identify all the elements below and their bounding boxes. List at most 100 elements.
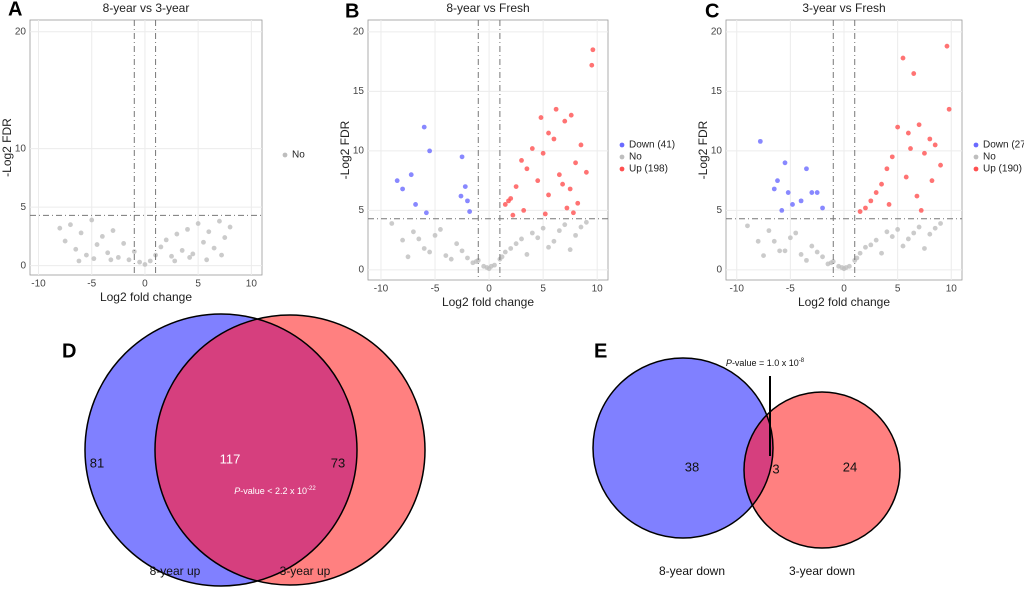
overlap — [155, 315, 357, 585]
point — [873, 237, 879, 243]
point — [900, 55, 906, 61]
point — [562, 222, 568, 228]
point — [551, 238, 557, 244]
panel-letter: C — [705, 0, 719, 22]
point — [423, 210, 429, 216]
point — [91, 256, 97, 262]
point — [462, 184, 468, 189]
point — [411, 229, 416, 235]
point — [814, 249, 820, 255]
point — [108, 257, 114, 263]
point — [828, 260, 834, 266]
point — [843, 265, 849, 270]
point — [938, 162, 943, 168]
x-tick-label: -5 — [786, 284, 795, 295]
panel-letter: D — [62, 340, 76, 362]
y-tick-label: 0 — [358, 265, 364, 276]
y-tick-label: 10 — [711, 146, 723, 157]
point — [868, 242, 874, 248]
point — [556, 228, 562, 234]
set-label: 3-year down — [789, 564, 855, 578]
point — [105, 250, 111, 256]
point — [163, 237, 169, 243]
point — [839, 265, 845, 270]
y-axis-label: -Log2 FDR — [0, 118, 14, 177]
point — [438, 227, 443, 232]
point — [884, 229, 890, 235]
panel-letter: B — [345, 0, 359, 22]
chart-title: 3-year vs Fresh — [802, 1, 885, 15]
point — [562, 118, 568, 124]
x-tick-label: 10 — [246, 279, 258, 290]
region-count: 73 — [331, 455, 345, 470]
point — [502, 202, 508, 207]
point — [142, 262, 148, 267]
plot-area — [367, 19, 609, 281]
point — [820, 254, 825, 260]
point — [916, 224, 922, 230]
legend-swatch — [973, 142, 979, 148]
point — [868, 198, 874, 204]
point — [900, 243, 906, 249]
point — [465, 255, 470, 261]
point — [873, 190, 879, 195]
x-tick-label: -10 — [730, 284, 745, 295]
point — [126, 257, 132, 263]
point — [590, 47, 596, 53]
x-tick-label: 5 — [195, 279, 201, 290]
point — [889, 154, 895, 160]
point — [790, 202, 795, 207]
point — [820, 205, 825, 211]
point — [879, 250, 884, 256]
point — [551, 136, 557, 142]
point — [929, 178, 935, 184]
point — [553, 106, 559, 112]
point — [546, 192, 551, 198]
p-value: P-value < 2.2 x 10-22 — [234, 486, 316, 497]
point — [421, 124, 427, 130]
point — [927, 231, 933, 237]
point — [583, 169, 589, 175]
point — [755, 238, 761, 244]
point — [484, 265, 490, 270]
legend-swatch — [619, 154, 625, 160]
point — [57, 225, 63, 231]
region-count: 38 — [685, 459, 699, 474]
point — [916, 122, 922, 128]
point — [405, 254, 411, 260]
set-outline — [743, 391, 901, 549]
point — [137, 259, 143, 265]
point — [99, 233, 105, 239]
point — [546, 130, 551, 136]
point — [564, 205, 570, 211]
point — [927, 136, 933, 142]
point — [793, 230, 799, 236]
point — [110, 228, 116, 233]
point — [529, 230, 535, 236]
point — [535, 235, 541, 241]
y-tick-label: 20 — [15, 26, 27, 37]
point — [578, 142, 584, 148]
point — [540, 225, 546, 231]
x-tick-label: 5 — [540, 284, 546, 295]
point — [578, 224, 584, 230]
point — [394, 178, 400, 184]
y-tick-label: 15 — [353, 86, 365, 97]
p-exponent: -22 — [307, 486, 316, 492]
point — [779, 207, 785, 213]
point — [502, 249, 508, 255]
point — [454, 241, 460, 247]
set-circle — [593, 358, 773, 538]
set-label: 8-year down — [659, 564, 725, 578]
x-axis-label: Log2 fold change — [442, 295, 534, 309]
point — [73, 246, 79, 252]
point — [905, 130, 911, 136]
point — [204, 257, 210, 263]
point — [766, 228, 772, 234]
point — [499, 254, 505, 260]
point — [787, 235, 793, 241]
point — [529, 146, 535, 151]
p-exponent: -8 — [799, 358, 805, 364]
point — [895, 124, 901, 130]
point — [508, 246, 514, 251]
